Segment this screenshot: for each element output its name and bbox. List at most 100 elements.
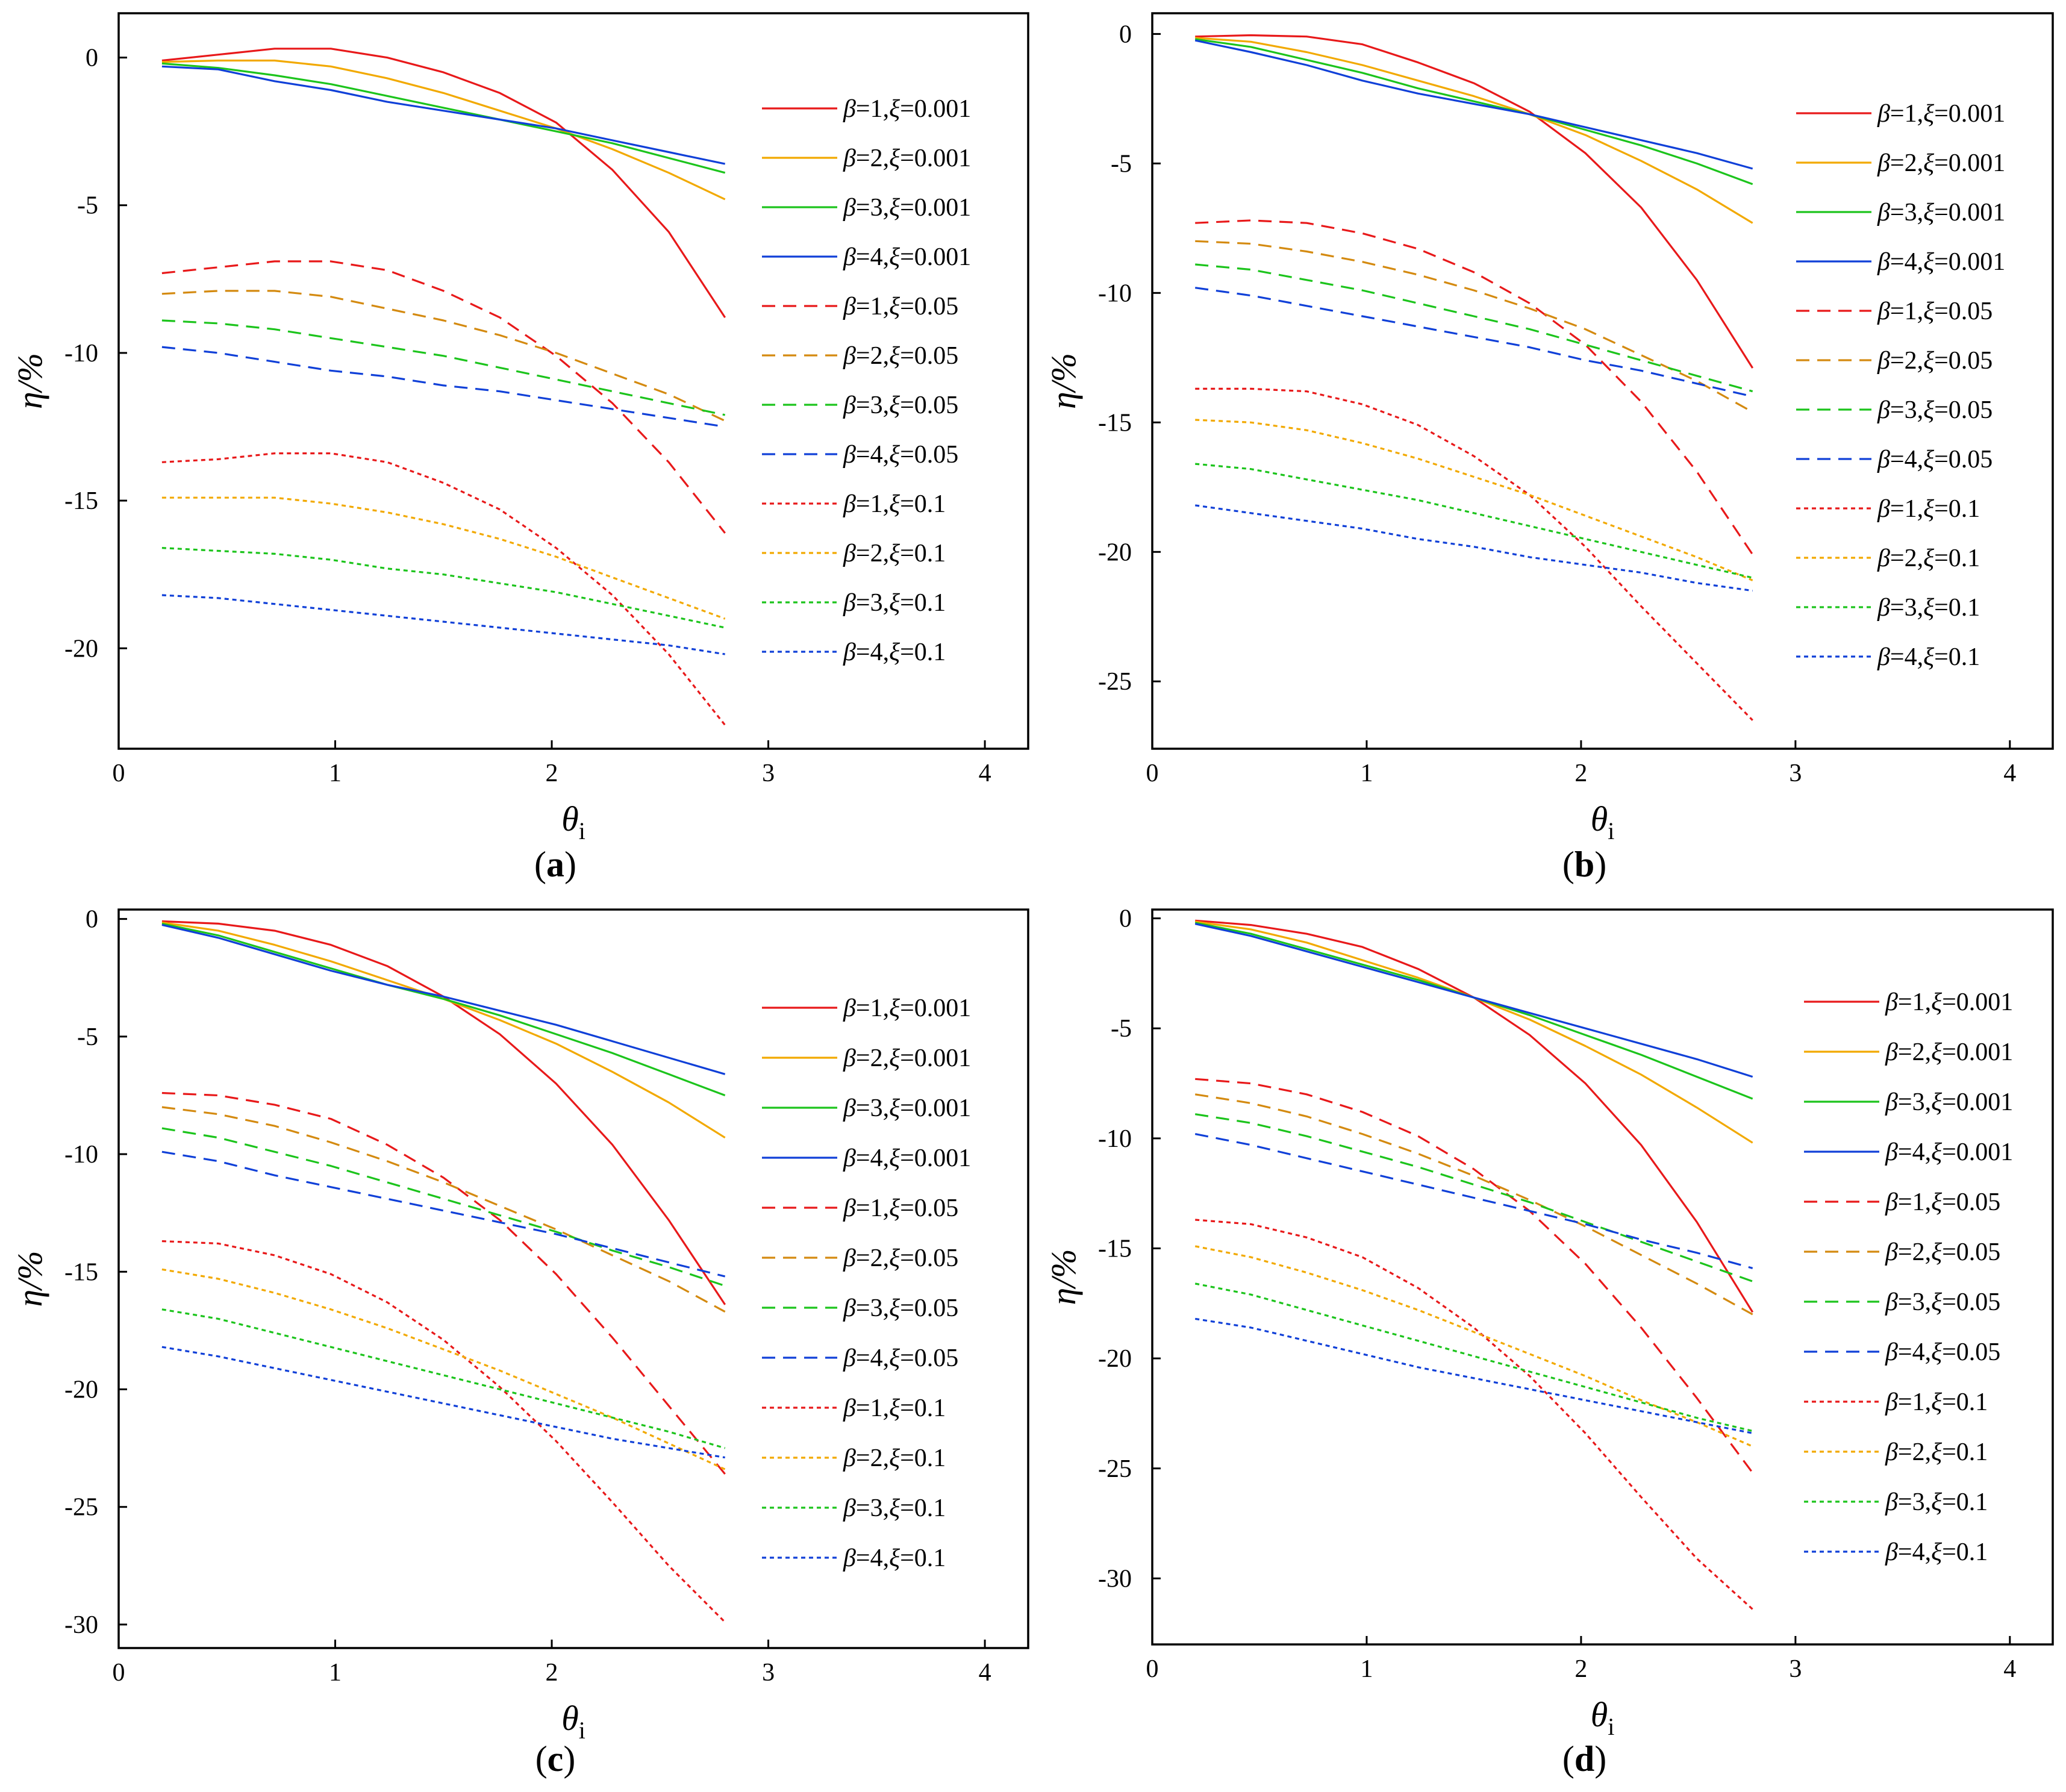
legend-label-c-9: β=1,ξ=0.1 <box>843 1394 946 1422</box>
y-axis-label-a: η/% <box>10 353 49 409</box>
series-line-c-6 <box>161 1106 726 1313</box>
y-tick-label-c: -20 <box>64 1376 98 1404</box>
series-line-d-6 <box>1194 1093 1753 1316</box>
legend-c: β=1,ξ=0.001 β=2,ξ=0.001 β=3,ξ=0.001 β=4,ξ=0… <box>762 994 971 1572</box>
legend-d: β=1,ξ=0.001 β=2,ξ=0.001 β=3,ξ=0.001 β=4,ξ=0… <box>1804 988 2013 1566</box>
legend-label-c-5: β=1,ξ=0.05 <box>843 1194 958 1222</box>
series-line-a-10 <box>161 496 726 620</box>
caption-c: (c) <box>535 1739 576 1779</box>
legend-label-c-2: β=2,ξ=0.001 <box>843 1044 971 1072</box>
series-line-c-11 <box>161 1308 726 1449</box>
legend-label-c-4: β=4,ξ=0.001 <box>843 1144 971 1172</box>
series-line-a-11 <box>161 547 726 629</box>
series-line-c-10 <box>161 1268 726 1470</box>
series-line-d-11 <box>1194 1282 1753 1432</box>
x-tick-label-a: 1 <box>329 760 342 787</box>
y-tick-label-d: -15 <box>1098 1235 1132 1263</box>
x-tick-label-b: 3 <box>1789 760 1802 787</box>
legend-label-b-1: β=1,ξ=0.001 <box>1877 100 2005 128</box>
y-tick-label-c: -5 <box>77 1023 98 1051</box>
series-line-c-12 <box>161 1346 725 1459</box>
y-tick-label-b: -25 <box>1098 668 1132 696</box>
legend-label-d-6: β=2,ξ=0.05 <box>1885 1238 2000 1266</box>
x-tick-label-b: 1 <box>1360 760 1373 787</box>
series-line-b-2 <box>1195 37 1753 224</box>
y-tick-label-b: -10 <box>1098 279 1132 307</box>
legend-a: β=1,ξ=0.001 β=2,ξ=0.001 β=3,ξ=0.001 β=4,ξ=0… <box>762 95 971 666</box>
x-tick-label-c: 4 <box>979 1659 991 1687</box>
x-axis-label-c: θi <box>561 1699 585 1744</box>
legend-label-a-1: β=1,ξ=0.001 <box>843 95 971 123</box>
legend-label-b-3: β=3,ξ=0.001 <box>1877 199 2005 226</box>
y-tick-label-b: 0 <box>1119 20 1132 48</box>
y-axis-label-c: η/% <box>10 1250 49 1307</box>
x-tick-label-b: 0 <box>1146 760 1159 787</box>
y-tick-label-b: -5 <box>1111 150 1132 178</box>
series-line-b-10 <box>1195 419 1753 581</box>
legend-label-b-4: β=4,ξ=0.001 <box>1877 248 2005 276</box>
legend-label-a-4: β=4,ξ=0.001 <box>843 243 971 271</box>
legend-label-d-12: β=4,ξ=0.1 <box>1885 1538 1988 1566</box>
series-line-b-11 <box>1195 463 1753 579</box>
series-line-d-1 <box>1195 919 1754 1313</box>
legend-label-c-6: β=2,ξ=0.05 <box>843 1244 958 1272</box>
x-tick-label-d: 4 <box>2003 1655 2016 1683</box>
series-line-a-8 <box>161 346 725 428</box>
legend-label-a-7: β=3,ξ=0.05 <box>843 392 958 419</box>
series-line-a-1 <box>161 48 726 318</box>
chart-panel-c: 0 1 2 3 40-5-10-15-20-25-30θiη/%β=1,ξ=0.001β… <box>10 906 1029 1779</box>
series-line-a-9 <box>161 452 726 726</box>
legend-label-d-1: β=1,ξ=0.001 <box>1885 988 2013 1016</box>
x-tick-label-d: 0 <box>1146 1655 1159 1683</box>
series-line-d-12 <box>1194 1317 1753 1434</box>
y-tick-label-d: -5 <box>1111 1015 1132 1043</box>
legend-label-a-5: β=1,ξ=0.05 <box>843 293 958 320</box>
legend-label-d-8: β=4,ξ=0.05 <box>1885 1338 2000 1366</box>
y-tick-label-c: 0 <box>86 906 98 934</box>
series-line-b-12 <box>1194 504 1753 592</box>
series-line-b-9 <box>1195 387 1753 721</box>
x-tick-label-a: 3 <box>762 760 775 787</box>
series-line-d-4 <box>1194 923 1753 1078</box>
legend-label-d-10: β=2,ξ=0.1 <box>1885 1438 1988 1466</box>
legend-label-d-11: β=3,ξ=0.1 <box>1885 1488 1988 1516</box>
y-tick-label-d: -20 <box>1098 1345 1132 1373</box>
legend-label-d-2: β=2,ξ=0.001 <box>1885 1038 2013 1066</box>
series-line-d-5 <box>1195 1078 1753 1474</box>
series-line-d-9 <box>1195 1219 1753 1610</box>
caption-b: (b) <box>1562 844 1606 884</box>
legend-b: β=1,ξ=0.001 β=2,ξ=0.001 β=3,ξ=0.001 β=4,ξ=0… <box>1796 100 2005 671</box>
x-tick-label-c: 2 <box>546 1659 558 1687</box>
legend-label-d-7: β=3,ξ=0.05 <box>1885 1288 2000 1316</box>
y-tick-label-a: -5 <box>77 192 98 220</box>
plot-frame-a <box>117 12 1029 750</box>
legend-label-c-10: β=2,ξ=0.1 <box>843 1444 946 1472</box>
y-tick-label-d: -30 <box>1098 1565 1132 1593</box>
legend-label-d-4: β=4,ξ=0.001 <box>1885 1138 2013 1166</box>
legend-label-d-3: β=3,ξ=0.001 <box>1885 1088 2013 1116</box>
y-tick-label-c: -25 <box>64 1494 98 1522</box>
x-tick-label-a: 2 <box>546 760 558 787</box>
legend-label-a-12: β=4,ξ=0.1 <box>843 638 946 666</box>
series-line-c-9 <box>161 1240 726 1623</box>
series-line-b-8 <box>1194 287 1753 398</box>
legend-label-a-3: β=3,ξ=0.001 <box>843 194 971 222</box>
y-tick-label-d: -10 <box>1098 1125 1132 1153</box>
legend-label-b-6: β=2,ξ=0.05 <box>1877 347 1993 375</box>
x-tick-label-b: 4 <box>2003 760 2016 787</box>
legend-label-b-8: β=4,ξ=0.05 <box>1877 446 1993 473</box>
y-tick-label-d: 0 <box>1119 905 1132 933</box>
y-tick-label-c: -10 <box>64 1141 98 1169</box>
x-tick-label-a: 4 <box>979 760 991 787</box>
series-line-c-8 <box>161 1150 726 1278</box>
chart-panel-d: 0 1 2 3 40-5-10-15-20-25-30θiη/%β=1,ξ=0.001β… <box>1044 905 2054 1779</box>
series-line-b-7 <box>1195 263 1753 393</box>
x-tick-label-d: 3 <box>1789 1655 1802 1683</box>
x-tick-label-a: 0 <box>113 760 125 787</box>
series-line-a-2 <box>161 59 726 201</box>
legend-label-b-2: β=2,ξ=0.001 <box>1877 149 2005 177</box>
series-line-a-6 <box>161 290 726 422</box>
chart-panel-b: 0 1 2 3 4 0 -5 -10 -15 -20 -25 θi η/% β=1,ξ=0.001 β=2,… <box>1044 12 2054 884</box>
y-tick-label-d: -25 <box>1098 1455 1132 1483</box>
